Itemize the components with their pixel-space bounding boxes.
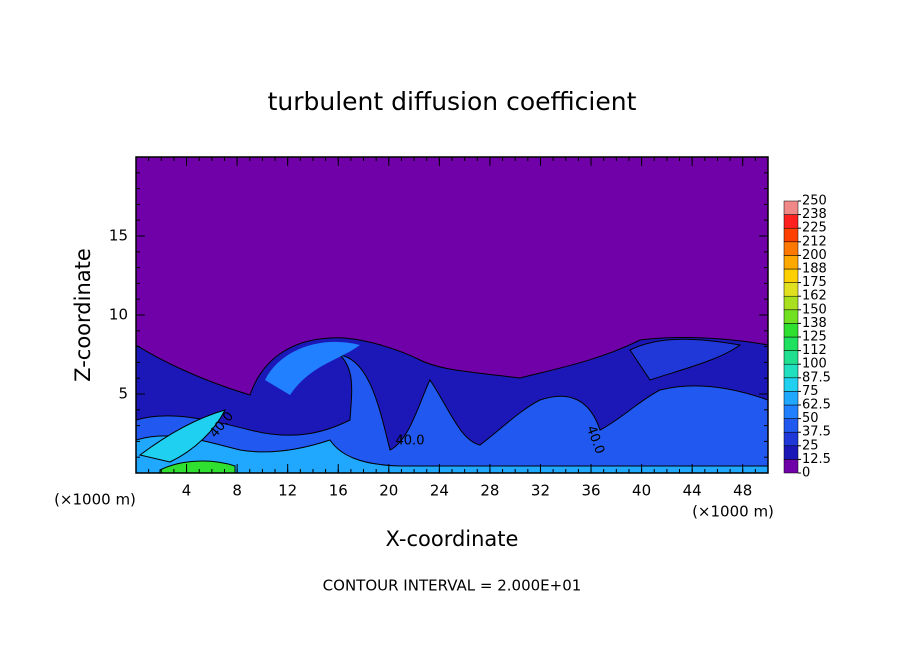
x-axis-label: X-coordinate — [386, 527, 519, 551]
colorbar-label: 188 — [802, 262, 827, 277]
x-tick-label: 20 — [379, 482, 398, 500]
colorbar-bin — [783, 323, 799, 338]
contour-field — [136, 157, 768, 473]
colorbar-label: 25 — [802, 438, 819, 453]
colorbar-bin — [783, 377, 799, 392]
colorbar-bin — [783, 255, 799, 270]
x-tick-label: 12 — [278, 482, 297, 500]
y-axis-label: Z-coordinate — [71, 248, 95, 382]
x-tick-label: 48 — [733, 482, 752, 500]
colorbar-label: 0 — [802, 466, 810, 481]
colorbar-bin — [783, 350, 799, 365]
chart-title: turbulent diffusion coefficient — [268, 87, 637, 116]
footer: CONTOUR INTERVAL = 2.000E+01 — [323, 577, 582, 595]
x-tick-label: 4 — [182, 482, 192, 500]
colorbar-label: 162 — [802, 289, 827, 304]
x-unit-label: (×1000 m) — [54, 491, 136, 509]
colorbar-label: 50 — [802, 411, 819, 426]
colorbar-label: 100 — [802, 357, 827, 372]
contour-label: 40.0 — [396, 434, 425, 449]
colorbar-label: 138 — [802, 316, 827, 331]
x-tick-label: 44 — [683, 482, 702, 500]
colorbar-bin — [783, 418, 799, 433]
colorbar-label: 250 — [802, 194, 827, 209]
colorbar-label: 175 — [802, 275, 827, 290]
x-tick-label: 36 — [581, 482, 600, 500]
colorbar-bin — [783, 459, 799, 474]
colorbar-bin — [783, 282, 799, 297]
colorbar-label: 238 — [802, 207, 827, 222]
x-tick-label: 40 — [632, 482, 651, 500]
x-tick-label: 24 — [430, 482, 449, 500]
x-unit-label: (×1000 m) — [692, 503, 774, 521]
y-tick-label: 5 — [118, 385, 128, 403]
colorbar-label: 37.5 — [802, 425, 831, 440]
colorbar-label: 75 — [802, 384, 819, 399]
colorbar-label: 112 — [802, 343, 827, 358]
x-tick-label: 16 — [329, 482, 348, 500]
colorbar-label: 12.5 — [802, 452, 831, 467]
colorbar-bin — [783, 295, 799, 311]
colorbar-bin — [783, 445, 799, 460]
colorbar-bin — [783, 241, 799, 256]
colorbar-bin — [783, 391, 799, 406]
colorbar-label: 200 — [802, 248, 827, 263]
y-tick-label: 15 — [109, 227, 128, 245]
colorbar-bin — [783, 268, 799, 283]
colorbar-bin — [783, 309, 799, 324]
colorbar-bin — [783, 363, 799, 379]
colorbar-label: 125 — [802, 330, 827, 345]
colorbar-bin — [783, 336, 799, 351]
colorbar-label: 150 — [802, 302, 827, 317]
x-tick-label: 32 — [531, 482, 550, 500]
x-tick-label: 28 — [480, 482, 499, 500]
colorbar-bin — [783, 200, 799, 215]
colorbar-bin — [783, 214, 799, 229]
colorbar-bin — [783, 431, 799, 447]
y-tick-label: 10 — [109, 306, 128, 324]
x-tick-label: 8 — [232, 482, 242, 500]
colorbar-label: 87.5 — [802, 370, 831, 385]
colorbar-label: 212 — [802, 234, 827, 249]
colorbar-bin — [783, 404, 799, 419]
colorbar-label: 225 — [802, 221, 827, 236]
colorbar-label: 62.5 — [802, 398, 831, 413]
colorbar-bin — [783, 227, 799, 243]
